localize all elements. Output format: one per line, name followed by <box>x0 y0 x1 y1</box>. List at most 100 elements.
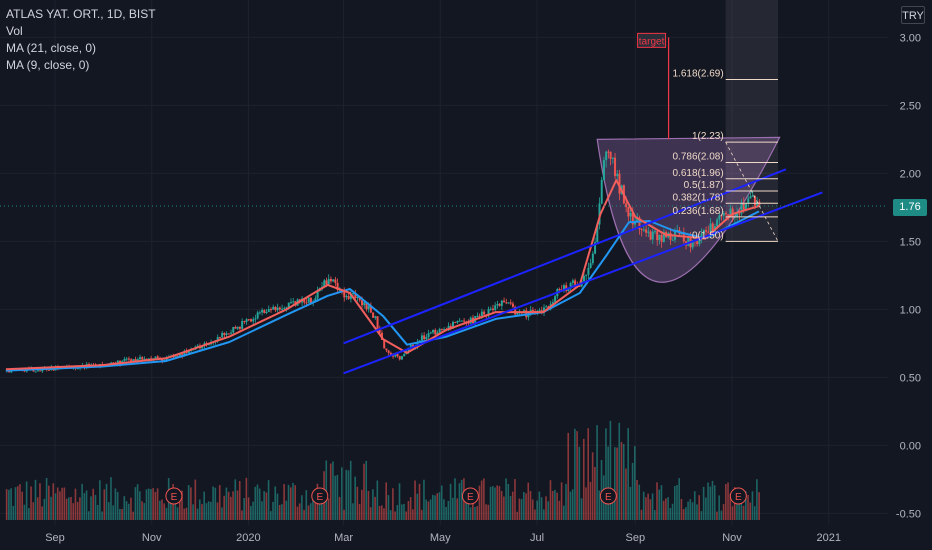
volume-bar <box>385 482 388 520</box>
volume-bar <box>756 479 758 520</box>
candle-body <box>349 294 352 299</box>
volume-bar <box>30 486 32 520</box>
volume-bar <box>198 499 201 520</box>
candle-body <box>216 337 219 341</box>
legend-ma9[interactable]: MA (9, close, 0) <box>6 58 90 72</box>
candle-body <box>345 296 348 298</box>
earnings-marker[interactable] <box>165 487 183 505</box>
volume-bar <box>210 501 212 520</box>
volume-bar <box>165 507 168 520</box>
fib-diagonal <box>725 141 779 242</box>
volume-bar <box>718 495 720 520</box>
candle-body <box>76 368 79 370</box>
volume-bar <box>234 479 237 520</box>
candle-body <box>582 275 585 282</box>
candle-body <box>127 358 130 360</box>
volume-bar <box>141 501 143 520</box>
volume-bar <box>507 484 510 520</box>
legend-symbol[interactable]: ATLAS YAT. ORT., 1D, BIST <box>6 7 156 21</box>
volume-bar <box>63 487 66 520</box>
volume-bar <box>627 428 629 520</box>
candle-body <box>289 302 292 304</box>
volume-bar <box>576 431 578 520</box>
volume-bar <box>587 428 590 520</box>
volume-bar <box>405 511 407 520</box>
candle-body <box>745 203 748 210</box>
currency-label[interactable]: TRY <box>901 6 925 24</box>
volume-bar <box>425 499 427 520</box>
candle-body <box>578 285 581 287</box>
volume-bar <box>742 505 745 520</box>
candle-body <box>221 332 224 338</box>
candle-body <box>176 355 179 357</box>
candle-body <box>383 339 386 349</box>
volume-bar <box>70 496 72 520</box>
volume-bar <box>205 503 208 520</box>
candle-body <box>640 229 643 231</box>
legend-volume[interactable]: Vol <box>6 24 23 38</box>
earnings-marker[interactable] <box>729 487 747 505</box>
volume-bar <box>236 490 239 520</box>
x-tick-label: May <box>430 532 451 544</box>
candle-body <box>567 288 570 291</box>
legend-ma21[interactable]: MA (21, close, 0) <box>6 41 97 55</box>
candle-body <box>720 215 723 217</box>
volume-bar <box>638 484 641 520</box>
candle-body <box>705 230 708 232</box>
channel-upper-line[interactable] <box>343 168 787 345</box>
earnings-marker[interactable] <box>599 487 617 505</box>
volume-bar <box>500 491 503 520</box>
volume-bar <box>574 428 576 520</box>
volume-bar <box>110 477 112 520</box>
volume-bar <box>456 498 459 520</box>
volume-bar <box>201 504 203 520</box>
volume-bar <box>540 497 543 520</box>
candle-body <box>660 234 663 242</box>
candle-body <box>156 356 159 358</box>
volume-bar <box>414 480 416 520</box>
volume-bar <box>174 495 177 520</box>
volume-bar <box>369 507 372 520</box>
volume-bar <box>432 494 434 520</box>
volume-bar <box>383 508 385 520</box>
earnings-marker[interactable] <box>461 487 479 505</box>
candle-body <box>460 320 463 322</box>
candle-body <box>432 329 435 333</box>
volume-bar <box>580 498 583 520</box>
candle-body <box>136 359 139 361</box>
volume-bar <box>387 495 390 520</box>
volume-bar <box>747 494 749 520</box>
volume-bar <box>483 478 485 520</box>
earnings-label: E <box>171 492 178 503</box>
earnings-marker[interactable] <box>311 487 329 505</box>
candle-body <box>627 207 630 217</box>
ma9-line[interactable] <box>5 179 760 371</box>
volume-bar <box>343 509 345 520</box>
candle-body <box>711 223 714 233</box>
volume-bar <box>79 497 81 520</box>
volume-bar <box>176 507 179 520</box>
candle-body <box>496 304 499 306</box>
volume-bar <box>469 507 472 520</box>
volume-bar <box>307 505 310 520</box>
volume-bar <box>527 482 530 520</box>
candle-body <box>747 198 750 204</box>
volume-bar <box>753 506 756 520</box>
volume-bar <box>398 483 401 520</box>
chart-legend: ATLAS YAT. ORT., 1D, BIST Vol MA (21, cl… <box>6 6 156 74</box>
candle-body <box>394 353 397 357</box>
ma21-line[interactable] <box>5 210 760 372</box>
volume-bar <box>534 509 536 520</box>
volume-bar <box>618 422 621 520</box>
volume-bar <box>380 505 383 520</box>
candle-body <box>134 359 137 361</box>
volume-bar <box>232 491 234 520</box>
candle-body <box>316 290 319 299</box>
channel-lower-line[interactable] <box>343 191 823 375</box>
volume-bar <box>651 493 654 520</box>
candle-body <box>489 308 492 310</box>
candle-body <box>434 329 437 335</box>
volume-bar <box>143 503 146 520</box>
